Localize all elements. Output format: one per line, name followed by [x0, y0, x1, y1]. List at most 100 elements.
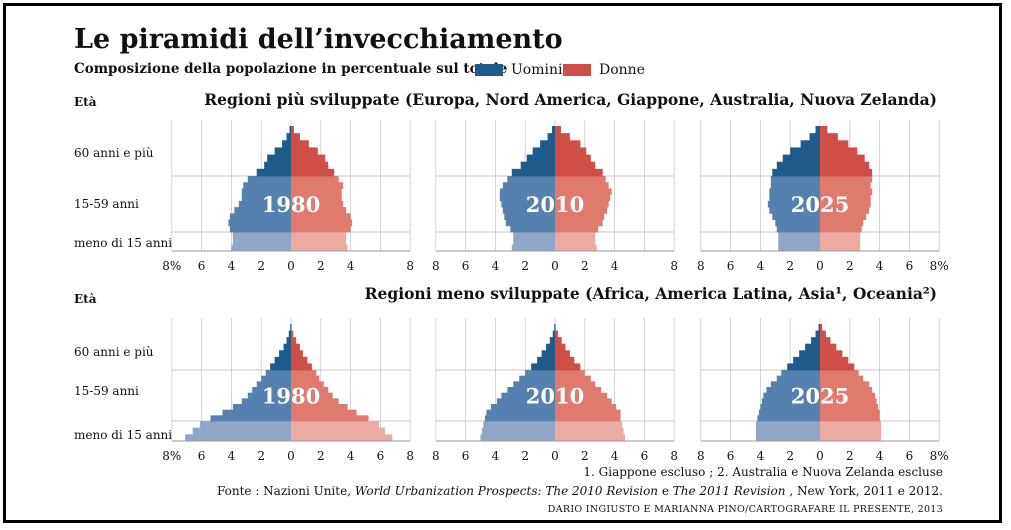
pyramid-developed-1980: 1980 8% 6 4 2 0 2 4 8	[162, 120, 414, 273]
age-axis-title: Età	[74, 292, 97, 306]
bar-women-30-34	[820, 207, 870, 214]
bar-women-30-34	[820, 398, 877, 405]
tick-label: 2	[317, 449, 325, 463]
bar-women-30-34	[555, 398, 612, 405]
bar-men-55-59	[781, 370, 820, 377]
bar-women-70-74	[555, 350, 570, 358]
bar-men-0-4	[185, 434, 291, 442]
age-label-under15: meno di 15 anni	[74, 428, 173, 442]
bar-men-80-84	[800, 140, 820, 148]
tick-label: 0	[287, 259, 295, 273]
bar-men-40-44	[499, 194, 555, 202]
bar-women-75-79	[820, 147, 858, 155]
bar-men-15-19	[210, 415, 291, 422]
tick-label: 6	[906, 449, 914, 463]
bar-women-0-4	[820, 434, 882, 442]
bar-men-90+	[554, 324, 555, 331]
footnote: 1. Giappone escluso ; 2. Australia e Nuo…	[583, 465, 943, 479]
bar-men-45-49	[770, 381, 820, 388]
tick-label: 2	[786, 449, 794, 463]
bar-men-80-84	[811, 337, 820, 345]
bar-men-20-24	[486, 409, 555, 416]
year-label: 2010	[526, 384, 584, 409]
pyramid-developing-2025: 2025 8 6 4 2 0 2 4 6 8%	[697, 318, 949, 463]
bar-men-50-54	[502, 182, 555, 189]
bar-men-0-4	[511, 244, 555, 252]
bar-women-90+	[291, 324, 292, 331]
bar-men-55-59	[265, 370, 291, 377]
bar-women-60-64	[291, 363, 312, 371]
bar-women-35-39	[820, 200, 871, 208]
bar-men-25-29	[229, 213, 291, 220]
bar-men-80-84	[282, 140, 291, 148]
bar-men-40-44	[241, 194, 291, 202]
bar-women-75-79	[555, 343, 566, 351]
bar-women-45-49	[291, 381, 324, 388]
tick-label: 4	[492, 449, 500, 463]
bar-men-0-4	[778, 244, 820, 252]
bar-men-70-74	[279, 350, 291, 358]
bar-women-65-69	[555, 161, 596, 170]
credit: DARIO INGIUSTO E MARIANNA PINO/CARTOGRAF…	[547, 504, 943, 515]
tick-label: 4	[492, 259, 500, 273]
tick-label: 8	[406, 259, 414, 273]
tick-label: 4	[757, 259, 765, 273]
bar-men-40-44	[507, 387, 555, 394]
bar-men-45-49	[499, 188, 555, 196]
tick-label: 8	[670, 259, 678, 273]
bar-men-60-64	[787, 363, 820, 371]
bar-men-80-84	[549, 337, 555, 345]
bar-women-90+	[291, 126, 294, 134]
bar-women-40-44	[820, 387, 873, 394]
source-suffix: , New York, 2011 e 2012.	[785, 484, 943, 498]
tick-label: 4	[611, 449, 619, 463]
legend-swatch-men	[475, 64, 503, 76]
bar-women-25-29	[555, 213, 605, 220]
bar-men-60-64	[511, 168, 555, 177]
bar-men-50-54	[770, 182, 820, 189]
bar-women-20-24	[291, 409, 357, 416]
tick-label: 0	[816, 259, 824, 273]
region-title-developing: Regioni meno sviluppate (Africa, America…	[364, 284, 937, 303]
bar-women-25-29	[555, 404, 617, 411]
tick-label: 8	[697, 449, 705, 463]
bar-women-25-29	[820, 213, 867, 220]
tick-label: 2	[846, 449, 854, 463]
legend-item-men: Uomini	[475, 62, 562, 78]
bar-women-70-74	[820, 154, 865, 163]
bar-women-20-24	[555, 219, 603, 227]
bar-women-5-9	[291, 238, 347, 246]
bar-men-90+	[552, 126, 555, 134]
bar-women-45-49	[820, 381, 870, 388]
bar-women-75-79	[291, 343, 300, 351]
bar-women-75-79	[555, 147, 587, 155]
bar-men-85-89	[288, 330, 291, 338]
bar-men-70-74	[799, 350, 820, 358]
tick-label: 6	[198, 449, 206, 463]
age-label-60plus: 60 anni e più	[74, 146, 154, 160]
bar-women-10-14	[820, 421, 882, 429]
bar-women-10-14	[820, 232, 861, 239]
bar-women-35-39	[291, 200, 344, 208]
bar-women-55-59	[820, 176, 873, 183]
bar-men-75-79	[283, 343, 291, 351]
bar-men-0-4	[231, 244, 291, 252]
bar-men-55-59	[247, 176, 291, 183]
bar-women-65-69	[291, 161, 329, 170]
bar-women-30-34	[555, 207, 608, 214]
bar-men-65-69	[776, 161, 820, 170]
bar-men-90+	[815, 126, 820, 134]
bar-men-5-9	[755, 427, 820, 435]
bar-men-5-9	[513, 238, 555, 246]
bar-women-60-64	[820, 168, 873, 177]
bar-women-10-14	[291, 421, 379, 429]
bar-men-25-29	[760, 404, 820, 411]
bar-women-25-29	[291, 404, 348, 411]
bar-men-10-14	[513, 232, 555, 239]
bar-women-85-89	[555, 330, 558, 338]
bar-women-45-49	[555, 381, 596, 388]
bar-men-75-79	[532, 147, 555, 155]
tick-label: 6	[377, 449, 385, 463]
tick-label: 2	[521, 259, 529, 273]
age-axis-title: Età	[74, 95, 97, 109]
